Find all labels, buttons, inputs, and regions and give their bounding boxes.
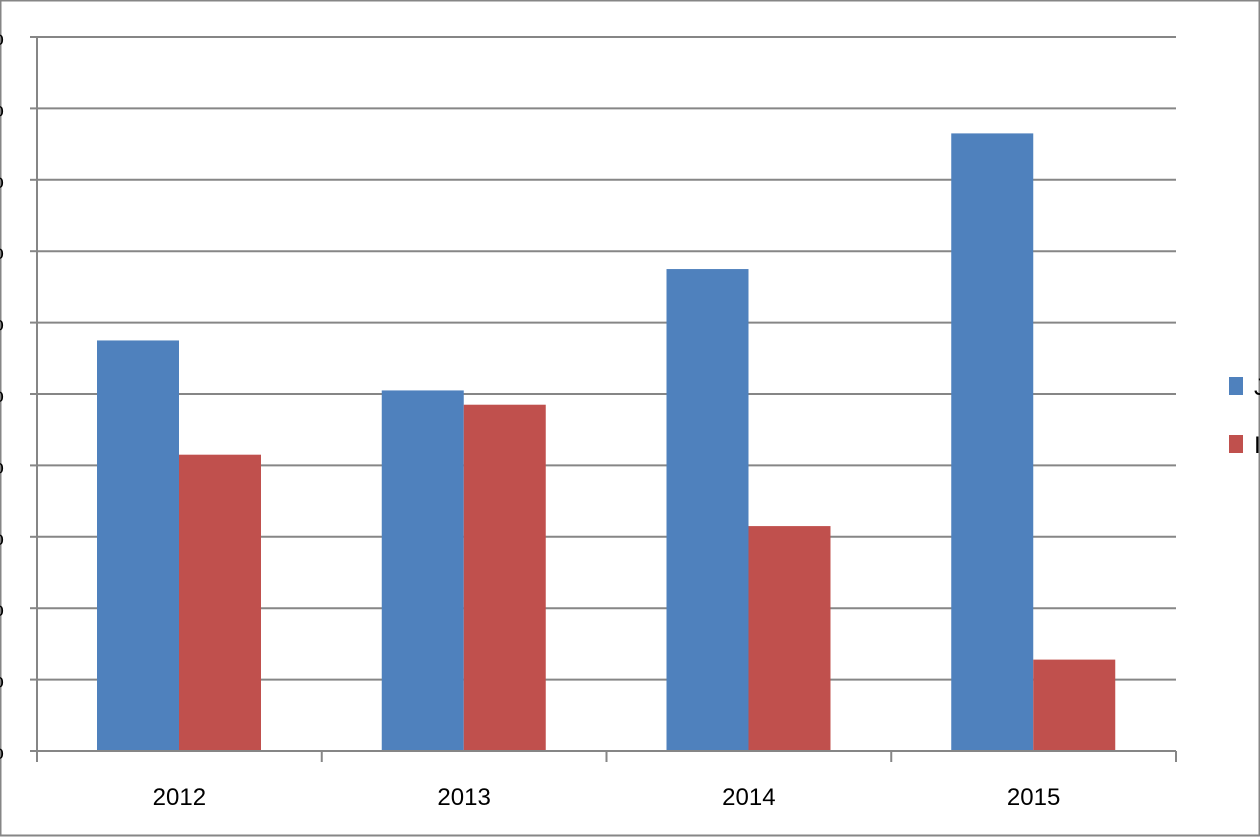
y-tick-label: % — [0, 24, 4, 51]
y-tick-label: % — [0, 95, 4, 122]
bars — [97, 133, 1116, 751]
y-tick-label: % — [0, 452, 4, 479]
y-tick-label: % — [0, 381, 4, 408]
bar-2013-series-1 — [381, 390, 464, 751]
y-tick-label: % — [0, 738, 4, 765]
legend-label-series-2: I — [1254, 432, 1260, 459]
y-tick-label: % — [0, 595, 4, 622]
y-tick-label: % — [0, 524, 4, 551]
x-tick-label: 2014 — [722, 784, 775, 811]
x-tick-label: 2015 — [1007, 784, 1060, 811]
x-tick-label: 2013 — [437, 784, 490, 811]
bar-2012-series-2 — [179, 454, 261, 751]
y-tick-label: % — [0, 667, 4, 694]
legend: JI — [1229, 374, 1260, 459]
bar-2013-series-2 — [463, 404, 546, 751]
bar-2015-series-1 — [951, 133, 1034, 751]
bar-2012-series-1 — [97, 340, 179, 751]
y-tick-label: % — [0, 310, 4, 337]
x-tick-label: 2012 — [153, 784, 206, 811]
legend-label-series-1: J — [1254, 374, 1260, 401]
bar-2014-series-2 — [748, 526, 831, 751]
y-tick-label: % — [0, 167, 4, 194]
legend-swatch-series-1 — [1229, 377, 1243, 395]
axes: %%%%%%%%%%% 2012 2013 2014 2015 — [0, 24, 1177, 811]
bar-2015-series-2 — [1033, 659, 1116, 751]
bar-2014-series-1 — [666, 269, 749, 751]
legend-swatch-series-2 — [1229, 435, 1243, 453]
y-tick-label: % — [0, 238, 4, 265]
